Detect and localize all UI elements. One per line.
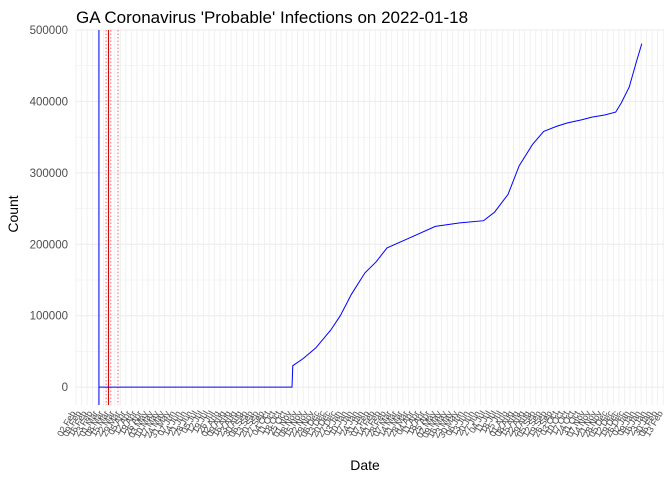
series-layer <box>99 43 643 388</box>
reference-lines <box>98 30 119 405</box>
y-axis-ticks: 0 100000 200000 300000 400000 500000 <box>30 25 68 394</box>
series-line-0 <box>99 43 643 388</box>
x-axis-title: Date <box>350 457 380 473</box>
y-tick-label: 100000 <box>30 311 68 323</box>
y-axis-title: Count <box>5 195 21 232</box>
y-tick-label: 0 <box>62 382 68 394</box>
grid <box>75 29 664 405</box>
chart-title: GA Coronavirus 'Probable' Infections on … <box>76 8 468 27</box>
y-tick-label: 200000 <box>30 239 68 251</box>
y-tick-label: 300000 <box>30 168 68 180</box>
y-tick-label: 500000 <box>30 25 68 37</box>
y-tick-label: 400000 <box>30 96 68 108</box>
